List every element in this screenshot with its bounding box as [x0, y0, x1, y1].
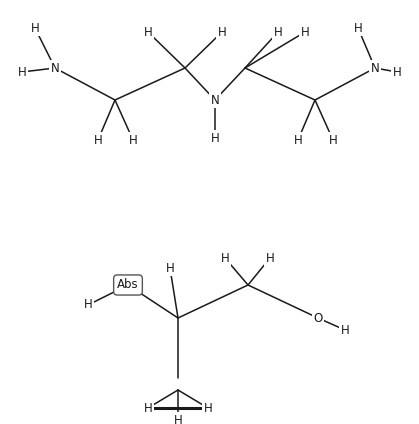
Text: H: H [166, 262, 174, 274]
Text: H: H [221, 251, 229, 265]
Text: H: H [129, 134, 137, 147]
Text: O: O [313, 312, 323, 324]
Text: H: H [211, 131, 220, 145]
Text: H: H [204, 402, 212, 415]
Text: H: H [274, 25, 282, 39]
Text: H: H [328, 134, 337, 147]
Text: H: H [393, 65, 401, 78]
Text: H: H [93, 134, 102, 147]
Text: H: H [18, 65, 26, 78]
Text: H: H [354, 22, 362, 34]
Text: N: N [371, 61, 379, 75]
Text: H: H [300, 25, 309, 39]
Text: H: H [84, 298, 92, 312]
Text: H: H [266, 251, 274, 265]
Text: H: H [31, 22, 39, 34]
Text: H: H [294, 134, 303, 147]
Text: N: N [51, 61, 59, 75]
Text: H: H [144, 402, 153, 415]
Text: H: H [341, 324, 349, 337]
Text: H: H [173, 413, 182, 424]
Text: H: H [217, 25, 226, 39]
Text: H: H [144, 25, 153, 39]
Text: Abs: Abs [117, 279, 139, 292]
Text: N: N [211, 94, 220, 106]
